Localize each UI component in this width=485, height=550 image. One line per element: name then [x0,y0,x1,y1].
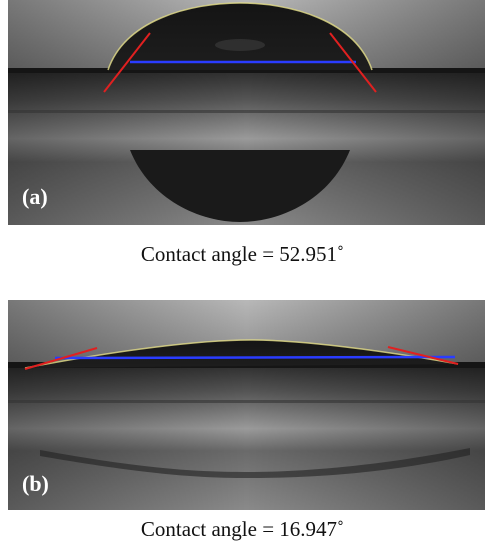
panel-b-image [8,300,485,510]
panel-label: (b) [22,471,49,496]
panel-label: (a) [22,184,48,209]
caption: Contact angle = 16.947˚ [0,517,485,542]
figure-images: (a) (b) [0,0,485,550]
panel-a-image [8,0,485,225]
figure: (a) (b) Contact angle = 52.951˚ Contact … [0,0,485,550]
caption: Contact angle = 52.951˚ [0,242,485,267]
